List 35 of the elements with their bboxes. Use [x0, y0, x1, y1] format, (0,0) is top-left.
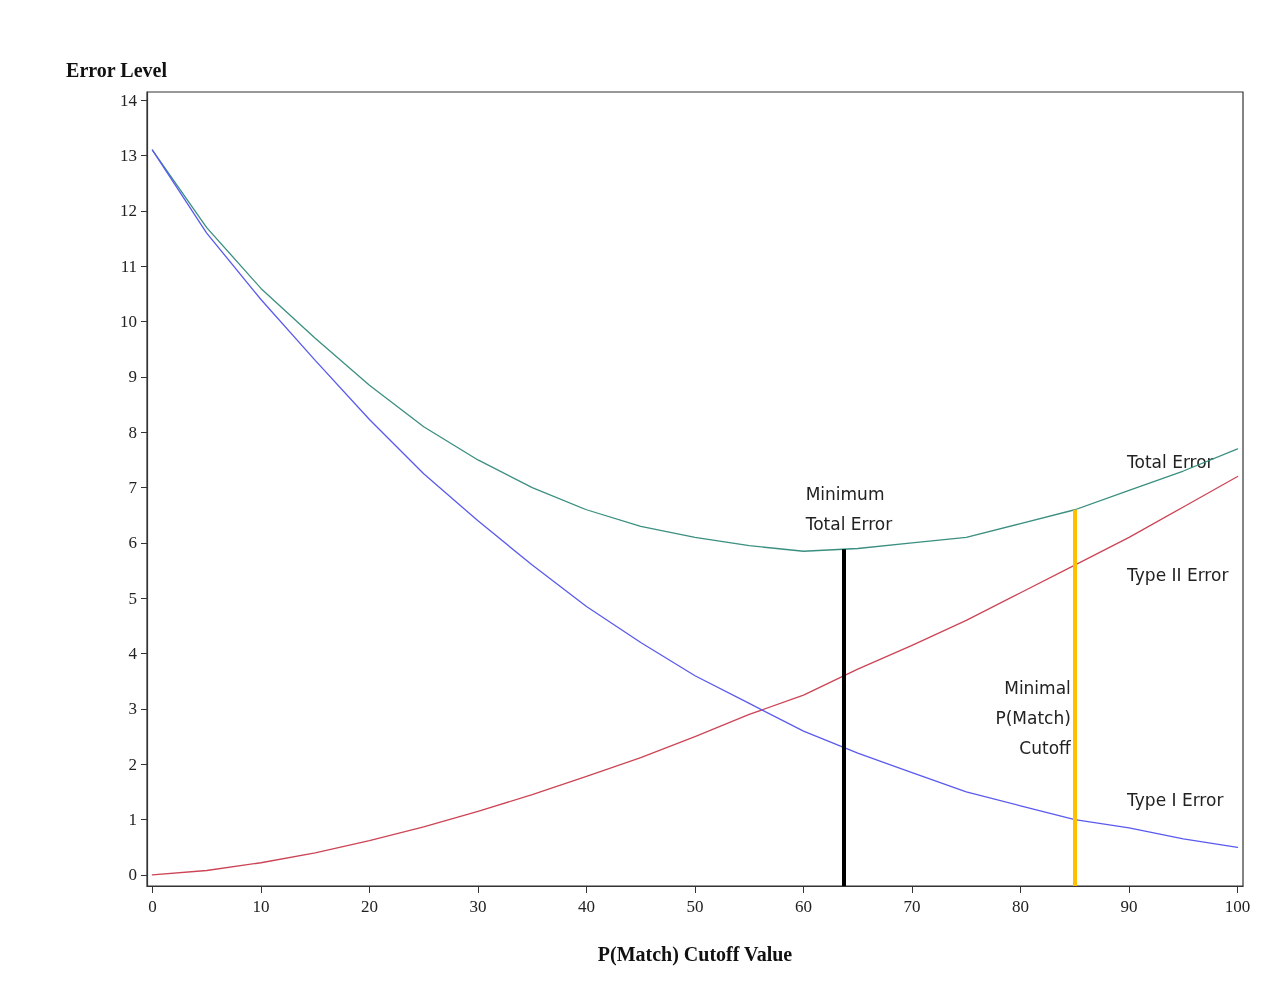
x-axis-title: P(Match) Cutoff Value [597, 943, 793, 966]
y-tick-label: 9 [128, 367, 137, 387]
y-tick-label: 4 [128, 644, 138, 664]
y-tick-label: 7 [128, 478, 138, 498]
x-tick-label: 100 [1224, 897, 1251, 916]
y-tick-label: 14 [120, 90, 138, 110]
y-tick-label: 5 [128, 588, 137, 608]
x-tick-label: 40 [577, 897, 595, 916]
x-tick-label: 70 [903, 897, 921, 916]
y-tick-label: 6 [128, 533, 137, 553]
y-tick-label: 12 [120, 201, 137, 221]
x-tick-label: 80 [1012, 897, 1030, 916]
y-tick-label: 8 [128, 422, 137, 442]
y-axis-title: Error Level [66, 59, 168, 81]
line-series [151, 149, 1239, 848]
ref-line-label: Minimal P(Match) Cutoff [995, 677, 1073, 758]
y-tick-label: 0 [128, 865, 137, 885]
y-tick-label: 13 [120, 146, 137, 166]
y-tick-label: 1 [128, 810, 137, 830]
x-tick-label: 30 [469, 897, 487, 916]
ref-line-label: Minimum Total Error [804, 484, 893, 535]
line-series [151, 475, 1239, 876]
y-tick-label: 11 [120, 256, 137, 276]
x-tick-label: 20 [360, 897, 378, 916]
y-tick-label: 10 [120, 312, 137, 332]
x-tick-label: 60 [795, 897, 813, 916]
x-tick-label: 10 [252, 897, 270, 916]
x-tick-label: 0 [148, 897, 157, 916]
y-tick-label: 2 [128, 754, 137, 774]
x-tick-label: 50 [686, 897, 704, 916]
series-label: Type II Error [1126, 565, 1229, 586]
series-label: Type I Error [1126, 789, 1224, 810]
y-tick-label: 3 [128, 699, 137, 719]
line-series [151, 149, 1239, 552]
x-tick-label: 90 [1120, 897, 1138, 916]
